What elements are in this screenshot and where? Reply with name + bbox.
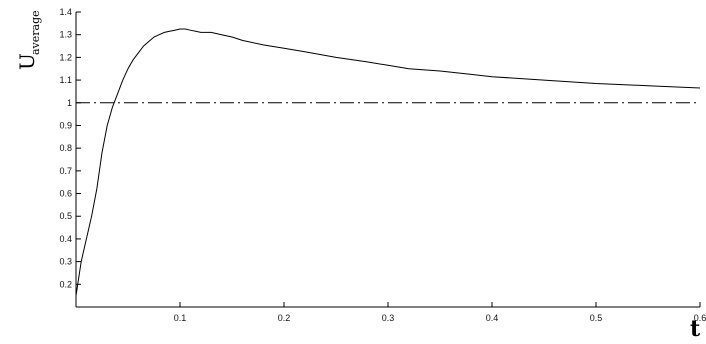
x-tick-label: 0.3 xyxy=(382,313,395,323)
y-tick-label: 1.1 xyxy=(59,75,72,85)
y-tick-label: 1.2 xyxy=(59,52,72,62)
y-tick-label: 0.3 xyxy=(59,257,72,267)
y-tick-label: 1.4 xyxy=(59,7,72,17)
y-tick-label: 1 xyxy=(67,98,72,108)
x-tick-label: 0.4 xyxy=(486,313,499,323)
average-velocity-series xyxy=(75,28,701,296)
y-axis-title: U average xyxy=(15,10,42,70)
y-axis-ticks: 0.2 0.3 0.4 0.5 0.6 0.7 0.8 0.9 1 1.1 1.2 1.3 1.4 xyxy=(59,7,81,289)
y-tick-label: 0.9 xyxy=(59,120,72,130)
x-axis-ticks: 0.1 0.2 0.3 0.4 0.5 0.6 xyxy=(174,302,706,323)
y-axis-title-main: U xyxy=(15,53,39,70)
series-layer xyxy=(75,28,701,296)
y-tick-label: 0.5 xyxy=(59,211,72,221)
x-tick-label: 0.6 xyxy=(694,313,706,323)
y-tick-label: 0.8 xyxy=(59,143,72,153)
x-tick-label: 0.5 xyxy=(590,313,603,323)
y-axis-title-sub: average xyxy=(29,10,42,55)
y-tick-label: 0.4 xyxy=(59,234,72,244)
x-axis-title: t xyxy=(690,316,701,342)
y-tick-label: 0.6 xyxy=(59,189,72,199)
y-tick-label: 0.7 xyxy=(59,166,72,176)
x-tick-label: 0.1 xyxy=(174,313,187,323)
x-tick-label: 0.2 xyxy=(278,313,291,323)
y-tick-label: 1.3 xyxy=(59,30,72,40)
y-tick-label: 0.2 xyxy=(59,279,72,289)
